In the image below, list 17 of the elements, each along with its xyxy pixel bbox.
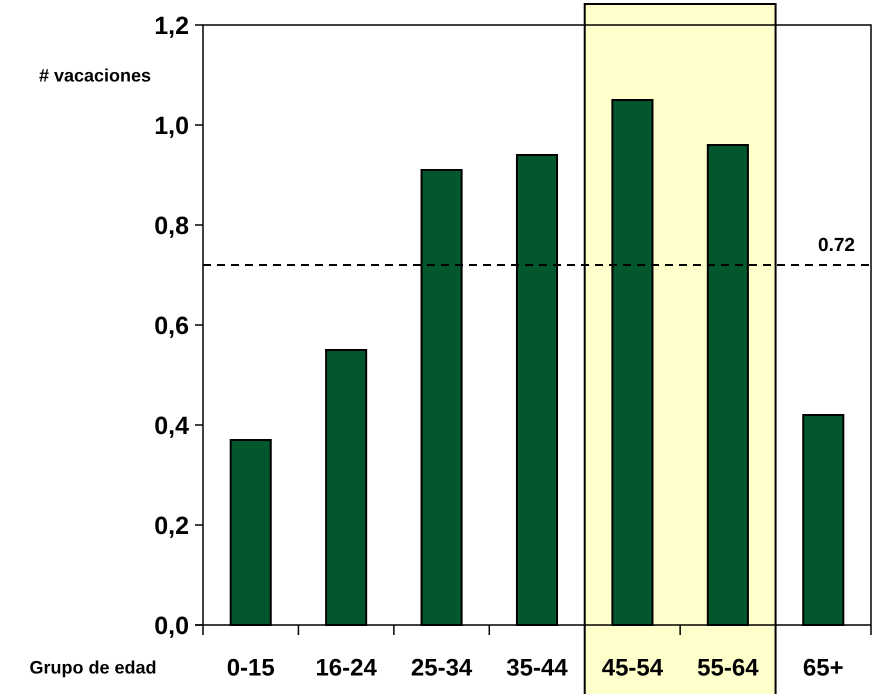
y-tick-label: 0,4 xyxy=(154,412,190,440)
y-tick-label: 0,8 xyxy=(154,212,190,240)
y-tick-label: 0,6 xyxy=(154,312,189,340)
ref-line-label: 0.72 xyxy=(818,235,855,256)
x-axis-title: Grupo de edad xyxy=(29,657,157,678)
y-tick-label: 0,2 xyxy=(154,512,189,540)
x-tick-label: 35-44 xyxy=(506,654,568,682)
x-tick-label: 45-54 xyxy=(602,654,664,682)
x-tick-label: 55-64 xyxy=(697,654,760,682)
y-tick-label: 1,0 xyxy=(154,112,189,140)
y-axis-title: # vacaciones xyxy=(38,65,152,86)
y-tick-label: 0,0 xyxy=(154,612,189,640)
y-tick-label: 1,2 xyxy=(154,12,189,40)
x-tick-label: 16-24 xyxy=(315,654,378,682)
x-tick-label: 65+ xyxy=(802,654,844,682)
x-tick-label: 0-15 xyxy=(226,654,275,682)
x-tick-label: 25-34 xyxy=(410,654,473,682)
